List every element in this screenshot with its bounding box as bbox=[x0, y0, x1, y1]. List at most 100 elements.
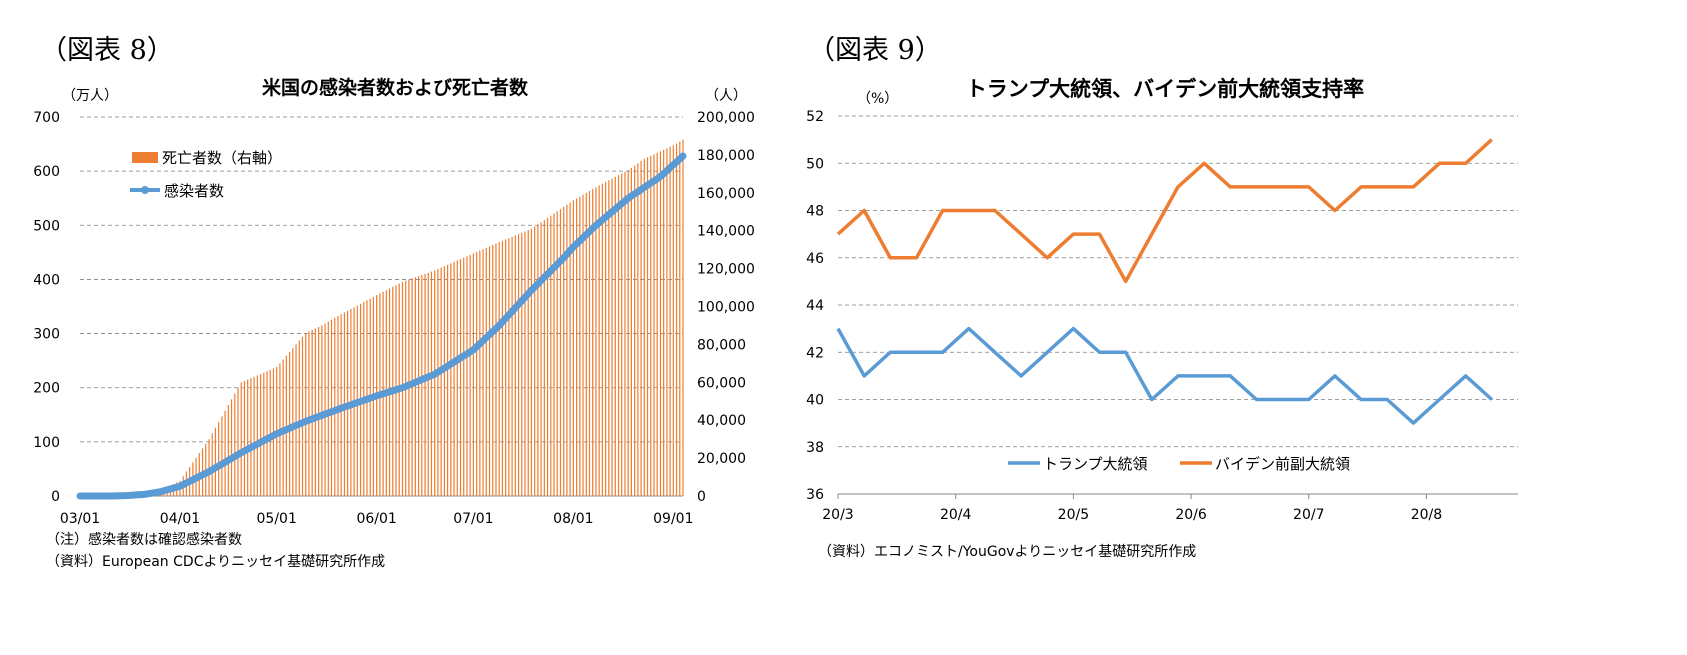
legend-deaths-swatch bbox=[132, 152, 158, 163]
death-bar bbox=[492, 244, 494, 496]
death-bar bbox=[530, 228, 533, 496]
right-chart-xtick-label: 20/3 bbox=[822, 507, 853, 523]
death-bar bbox=[327, 321, 329, 496]
legend-trump-label: トランプ大統領 bbox=[1043, 455, 1148, 473]
left-xtick-label: 05/01 bbox=[257, 511, 297, 527]
death-bar bbox=[679, 141, 681, 496]
death-bar bbox=[466, 256, 468, 496]
left-xtick-label: 07/01 bbox=[453, 511, 493, 527]
right-chart-tick-labels: 36 38 40 42 44 46 48 50 52 20/3 20/4 20/5 20/6 20/7 20… bbox=[806, 109, 1442, 523]
left-chart-tick-labels: 0 100 200 300 400 500 600 700 0 20,000 40,000 60,00… bbox=[33, 110, 755, 527]
death-bar bbox=[305, 333, 307, 496]
death-bar bbox=[298, 340, 300, 496]
right-ytick-label: 180,000 bbox=[697, 148, 755, 164]
left-ytick-label: 400 bbox=[33, 272, 60, 288]
left-ytick-label: 700 bbox=[33, 110, 60, 126]
death-bar bbox=[543, 220, 545, 497]
death-bar bbox=[514, 235, 516, 496]
death-bar bbox=[301, 336, 304, 496]
death-bar bbox=[424, 273, 426, 496]
death-bar bbox=[221, 416, 223, 496]
right-ytick-label: 40,000 bbox=[697, 413, 746, 429]
right-chart-xtick-label: 20/6 bbox=[1175, 507, 1207, 523]
death-bar bbox=[614, 176, 616, 496]
figure-label-left: （図表 8） bbox=[40, 35, 174, 66]
right-note-1: （資料）エコノミスト/YouGovよりニッセイ基礎研究所作成 bbox=[818, 544, 1197, 560]
death-bar bbox=[263, 372, 265, 496]
death-bar bbox=[640, 160, 642, 497]
death-bar bbox=[240, 382, 242, 496]
death-bar bbox=[234, 393, 236, 496]
death-bar bbox=[637, 163, 639, 496]
trump-series-line bbox=[836, 326, 1493, 425]
death-bar bbox=[243, 380, 246, 496]
death-bar bbox=[259, 374, 262, 496]
death-bar bbox=[540, 222, 542, 496]
death-bar bbox=[559, 209, 562, 496]
death-bar bbox=[311, 329, 313, 496]
death-bar bbox=[469, 254, 471, 496]
death-bar bbox=[476, 252, 478, 496]
death-bar bbox=[630, 167, 633, 496]
right-chart-ytick-label: 50 bbox=[806, 156, 824, 172]
death-bar bbox=[524, 231, 526, 496]
right-chart-gridlines bbox=[837, 115, 1518, 499]
death-bar bbox=[417, 276, 420, 496]
death-bar bbox=[556, 211, 558, 497]
death-bar bbox=[485, 247, 487, 496]
death-bar bbox=[666, 148, 668, 496]
death-bar bbox=[430, 271, 433, 496]
death-bar bbox=[218, 422, 220, 496]
right-chart-ytick-label: 44 bbox=[806, 298, 824, 314]
death-bar bbox=[453, 261, 455, 496]
death-bar bbox=[601, 183, 603, 497]
death-bar bbox=[414, 277, 416, 496]
death-bar bbox=[621, 173, 623, 496]
right-chart-ylabel: （%） bbox=[857, 91, 898, 107]
death-bar bbox=[421, 275, 423, 496]
death-bar bbox=[318, 326, 320, 496]
left-ytick-label: 600 bbox=[33, 164, 60, 180]
death-bar bbox=[517, 234, 520, 496]
death-bar bbox=[579, 196, 581, 496]
right-chart-title: トランプ大統領、バイデン前大統領支持率 bbox=[966, 77, 1364, 101]
left-chart-cases-line bbox=[76, 152, 687, 500]
death-bar bbox=[605, 181, 607, 496]
death-bar bbox=[495, 243, 497, 496]
right-chart-ytick-label: 52 bbox=[806, 109, 824, 125]
death-bar bbox=[230, 399, 233, 496]
left-ytick-label: 300 bbox=[33, 327, 60, 343]
death-bar bbox=[634, 165, 636, 496]
death-bar bbox=[592, 189, 594, 496]
right-ytick-label: 0 bbox=[697, 489, 706, 505]
death-bar bbox=[250, 378, 252, 496]
death-bar bbox=[459, 259, 462, 496]
right-ytick-label: 20,000 bbox=[697, 451, 746, 467]
death-bar bbox=[508, 238, 510, 496]
death-bar bbox=[321, 325, 323, 496]
death-bar bbox=[611, 178, 613, 496]
death-bar bbox=[479, 250, 481, 496]
right-chart-xtick-label: 20/5 bbox=[1058, 507, 1089, 523]
left-ytick-label: 500 bbox=[33, 218, 60, 234]
death-bar bbox=[269, 369, 271, 496]
death-bar bbox=[669, 146, 671, 496]
death-bar bbox=[427, 272, 429, 496]
death-bar bbox=[575, 198, 578, 497]
legend-deaths-label: 死亡者数（右軸） bbox=[162, 149, 282, 167]
left-axis-unit: （万人） bbox=[62, 88, 118, 104]
death-bar bbox=[330, 319, 333, 496]
left-chart-title: 米国の感染者数および死亡者数 bbox=[262, 76, 529, 99]
right-chart-ytick-label: 40 bbox=[806, 393, 824, 409]
left-note-1: （注）感染者数は確認感染者数 bbox=[46, 532, 242, 548]
death-bar bbox=[440, 267, 442, 496]
death-bar bbox=[447, 264, 449, 496]
death-bar bbox=[437, 269, 439, 496]
left-ytick-label: 200 bbox=[33, 381, 60, 397]
left-note-2: （資料）European CDCよりニッセイ基礎研究所作成 bbox=[46, 554, 386, 570]
death-bar bbox=[256, 375, 258, 496]
right-chart-series-lines bbox=[836, 138, 1493, 425]
death-bar bbox=[588, 190, 591, 496]
death-bar bbox=[572, 200, 574, 496]
